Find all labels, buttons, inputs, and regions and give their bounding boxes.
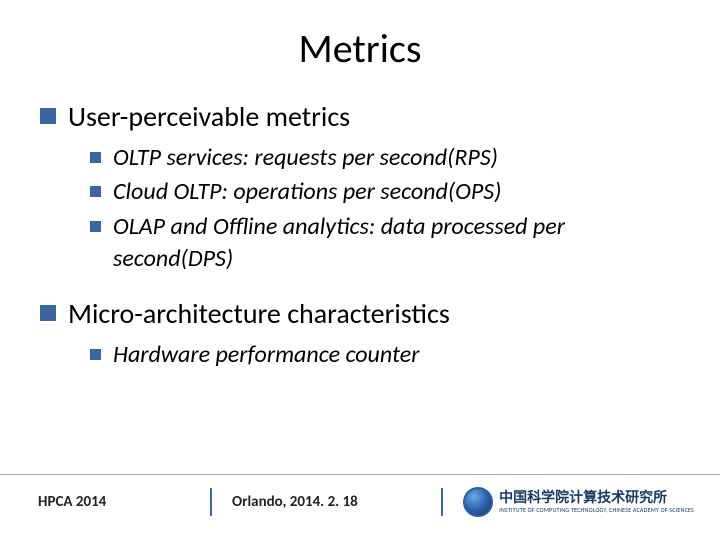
list-item: Cloud OLTP: operations per second(OPS) [90,176,684,208]
slide: Metrics User-perceivable metrics OLTP se… [0,0,720,540]
square-bullet-icon [90,186,101,197]
section-items: OLTP services: requests per second(RPS) … [90,142,684,276]
section-heading: User-perceivable metrics [40,99,684,134]
list-item: OLAP and Offline analytics: data process… [90,211,684,276]
square-bullet-icon [40,305,56,321]
list-item-label: Hardware performance counter [113,339,684,371]
footer-logo: 中国科学院计算技术研究所 INSTITUTE OF COMPUTING TECH… [463,487,720,517]
square-bullet-icon [90,221,101,232]
footer-venue: HPCA 2014 [0,493,190,511]
footer-logo-text: 中国科学院计算技术研究所 INSTITUTE OF COMPUTING TECH… [499,491,694,513]
section-heading-label: Micro-architecture characteristics [68,296,450,331]
footer-logo-en: INSTITUTE OF COMPUTING TECHNOLOGY, CHINE… [499,507,694,513]
globe-icon [463,487,493,517]
footer-divider [210,488,212,516]
footer-logo-zh: 中国科学院计算技术研究所 [499,491,694,505]
list-item-label: OLAP and Offline analytics: data process… [113,211,684,276]
footer-divider [441,488,443,516]
square-bullet-icon [40,108,56,124]
square-bullet-icon [90,349,101,360]
slide-footer: HPCA 2014 Orlando, 2014. 2. 18 中国科学院计算技术… [0,474,720,522]
square-bullet-icon [90,152,101,163]
list-item: OLTP services: requests per second(RPS) [90,142,684,174]
list-item: Hardware performance counter [90,339,684,371]
list-item-label: OLTP services: requests per second(RPS) [113,142,684,174]
section-heading: Micro-architecture characteristics [40,296,684,331]
slide-title: Metrics [36,24,684,73]
section-heading-label: User-perceivable metrics [68,99,350,134]
section-items: Hardware performance counter [90,339,684,371]
footer-location: Orlando, 2014. 2. 18 [232,493,358,511]
list-item-label: Cloud OLTP: operations per second(OPS) [113,176,684,208]
